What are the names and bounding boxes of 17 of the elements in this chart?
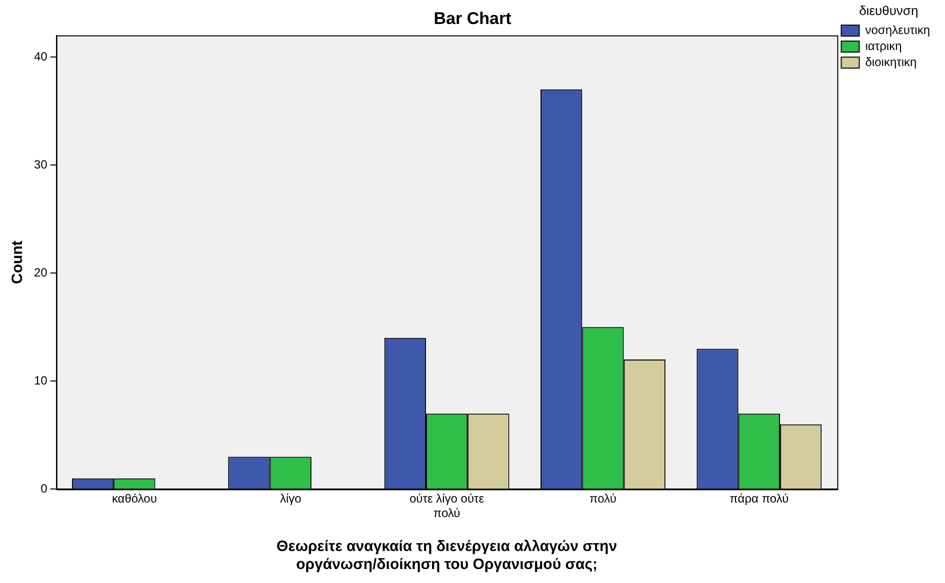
y-axis-title: Count: [9, 240, 26, 284]
x-tick-label: καθόλου: [112, 492, 157, 506]
chart-title: Bar Chart: [434, 8, 512, 28]
x-tick-label: πολύ: [590, 492, 616, 506]
x-tick-label: λίγο: [280, 492, 302, 506]
y-tick-label: 40: [34, 49, 48, 64]
y-tick-label: 10: [34, 373, 48, 388]
y-tick-label: 0: [40, 482, 48, 496]
legend-label: νοσηλευτικη: [865, 22, 930, 37]
y-tick-label: 20: [34, 265, 48, 280]
legend-label: ιατρικη: [865, 38, 902, 53]
x-tick-label: ούτε λίγο ούτε πολύ: [409, 492, 485, 520]
x-axis-title: Θεωρείτε αναγκαία τη διενέργεια αλλαγών στην οργάνωση/διοίκηση του Οργανισμού σας;: [276, 538, 618, 574]
x-tick-label: πάρα πολύ: [730, 492, 789, 506]
legend-title: διευθυνση: [859, 3, 918, 18]
y-tick-label: 30: [34, 157, 48, 172]
legend-label: διοικητικη: [865, 54, 917, 69]
